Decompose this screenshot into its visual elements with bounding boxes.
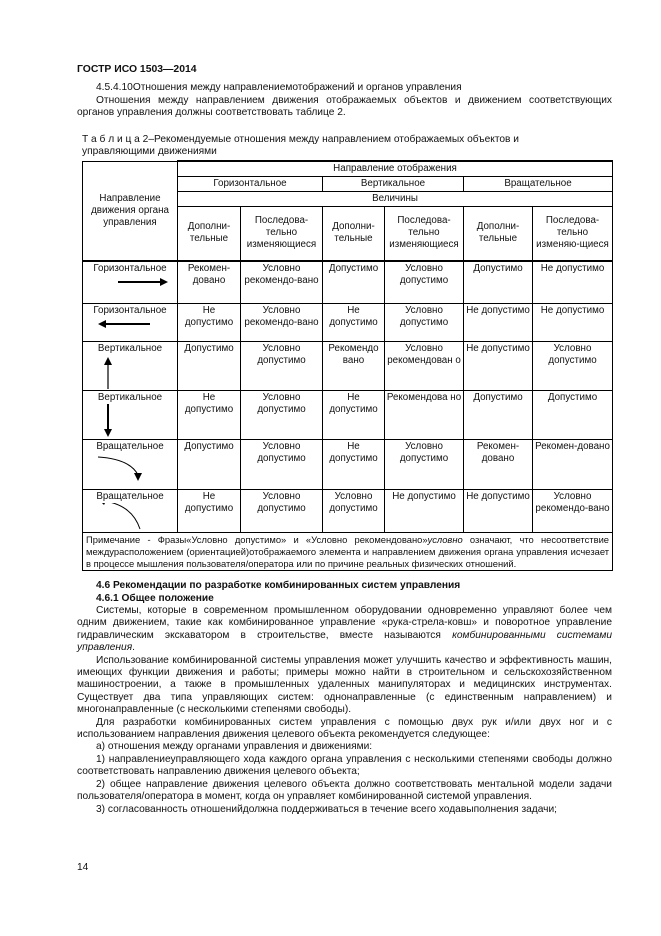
table-cell: Рекомендо вано xyxy=(322,341,385,391)
table-row: Горизонтальное Не допустимо Условно рекоме… xyxy=(82,303,614,342)
paragraph: Отношения между направлением движения от… xyxy=(77,94,612,118)
list-item: 2) общее направление движения целевого о… xyxy=(77,778,612,803)
table-cell: Не допустимо xyxy=(384,489,464,533)
row-label-cell: Вертикальное xyxy=(82,390,178,440)
table-cell: Не допустимо xyxy=(531,303,614,342)
row-header: Направление движения органа управления xyxy=(82,160,178,262)
row-label: Горизонтальное xyxy=(93,305,167,316)
table-cell: Допустимо xyxy=(531,390,614,440)
table-cell: Не допустимо xyxy=(177,303,241,342)
table-cell: Рекомендова но xyxy=(384,390,464,440)
table-cell: Допустимо xyxy=(463,260,533,304)
table-cell: Не допустимо xyxy=(463,341,533,391)
table-cell: Не допустимо xyxy=(177,390,241,440)
table-cell: Условно допустимо xyxy=(384,303,464,342)
table-cell: Допустимо xyxy=(322,260,385,304)
page-number: 14 xyxy=(77,862,89,873)
list-item: а) отношения между органами управления и… xyxy=(96,741,373,753)
subheader: Дополни-тельные xyxy=(322,206,385,262)
table-row: Горизонтальное Рекомен-довано Условно реко… xyxy=(82,260,614,304)
table-cell: Условно рекомендо-вано xyxy=(240,260,323,304)
table-cell: Условно допустимо xyxy=(384,439,464,490)
table-cell: Условно допустимо xyxy=(322,489,385,533)
curved-arrow-counterclockwise-icon xyxy=(84,503,176,531)
arrow-left-icon xyxy=(84,317,176,331)
row-label-cell: Вращательное xyxy=(82,439,178,490)
row-label-cell: Вращательное xyxy=(82,489,178,533)
subheader: Дополни-тельные xyxy=(177,206,241,262)
row-label-cell: Вертикальное xyxy=(82,341,178,391)
table-cell: Допустимо xyxy=(177,341,241,391)
section-4-6-1-title: 4.6.1 Общее положение xyxy=(96,592,214,604)
subheader: Последова-тельно изменяю-щиеся xyxy=(531,206,614,262)
table-cell: Не допустимо xyxy=(463,489,533,533)
table-cell: Не допустимо xyxy=(322,303,385,342)
table-cell: Условно допустимо xyxy=(384,260,464,304)
table-row: Вращательное Допустимо Условно допустимо Не… xyxy=(82,439,614,490)
table-cell: Условно допустимо xyxy=(240,439,323,490)
table-row: Вертикальное Допустимо Условно допустимо Ре… xyxy=(82,341,614,391)
table-cell: Не допустимо xyxy=(322,439,385,490)
arrow-right-icon xyxy=(84,275,176,289)
subheader: Последова-тельно изменяющиеся xyxy=(384,206,464,262)
section-title: 4.5.4.10Отношения между направлениемотоб… xyxy=(96,82,462,93)
table-cell: Не допустимо xyxy=(322,390,385,440)
table-cell: Допустимо xyxy=(177,439,241,490)
group-header: Вращательное xyxy=(462,176,614,192)
section-4-6-title: 4.6 Рекомендации по разработке комбиниро… xyxy=(96,580,461,591)
row-label: Вращательное xyxy=(96,491,164,502)
table-row: Вертикальное Не допустимо Условно допустим… xyxy=(82,390,614,440)
table-cell: Не допустимо xyxy=(531,260,614,304)
curved-arrow-clockwise-icon xyxy=(84,453,176,483)
table-cell: Условно рекомендо-вано xyxy=(240,303,323,342)
table-cell: Условно допустимо xyxy=(240,341,323,391)
table-row: Вращательное Не допустимо Условно допустим… xyxy=(82,489,614,533)
table-cell: Рекомен-довано xyxy=(463,439,533,490)
table-cell: Условно рекомендо-вано xyxy=(531,489,614,533)
arrow-down-icon xyxy=(84,404,176,438)
row-label: Вертикальное xyxy=(97,343,163,354)
table-cell: Допустимо xyxy=(463,390,533,440)
document-header: ГОСТР ИСО 1503—2014 xyxy=(77,64,197,75)
magnitudes-header: Величины xyxy=(176,191,614,207)
table-cell: Условно рекомендован о xyxy=(384,341,464,391)
table-cell: Не допустимо xyxy=(177,489,241,533)
list-item: 3) согласованность отношенийдолжна подде… xyxy=(96,803,557,815)
group-header: Горизонтальное xyxy=(177,176,323,192)
display-direction-header: Направление отображения xyxy=(176,160,614,177)
table-caption: Т а б л и ц а 2–Рекомендуемые отношения … xyxy=(82,134,519,158)
paragraph: Для разработки комбинированных систем уп… xyxy=(77,716,612,741)
section-body: Системы, которые в современном промышлен… xyxy=(77,605,612,816)
table-cell: Условно допустимо xyxy=(531,341,614,391)
row-label-cell: Горизонтальное xyxy=(82,260,178,304)
subheader: Дополни-тельные xyxy=(463,206,533,262)
group-header: Вертикальное xyxy=(322,176,464,192)
table-cell: Рекомен-довано xyxy=(177,260,241,304)
row-label: Горизонтальное xyxy=(93,262,167,274)
row-label: Вертикальное xyxy=(97,392,163,403)
table-cell: Не допустимо xyxy=(463,303,533,342)
arrow-up-icon xyxy=(84,355,176,389)
row-label-cell: Горизонтальное xyxy=(82,303,178,342)
subheader: Последова-тельно изменяющиеся xyxy=(240,206,323,262)
relations-table: Направление движения органа управления На… xyxy=(81,160,614,572)
table-note: Примечание - Фразы«Условно допустимо» и … xyxy=(81,531,614,572)
table-cell: Условно допустимо xyxy=(240,489,323,533)
row-label: Вращательное xyxy=(96,441,164,452)
paragraph: Использование комбинированной системы уп… xyxy=(77,654,612,716)
table-cell: Условно допустимо xyxy=(240,390,323,440)
list-item: 1) направлениеуправляющего хода каждого … xyxy=(77,753,612,778)
table-cell: Рекомен-довано xyxy=(531,439,614,490)
paragraph: Системы, которые в современном промышлен… xyxy=(77,605,612,654)
